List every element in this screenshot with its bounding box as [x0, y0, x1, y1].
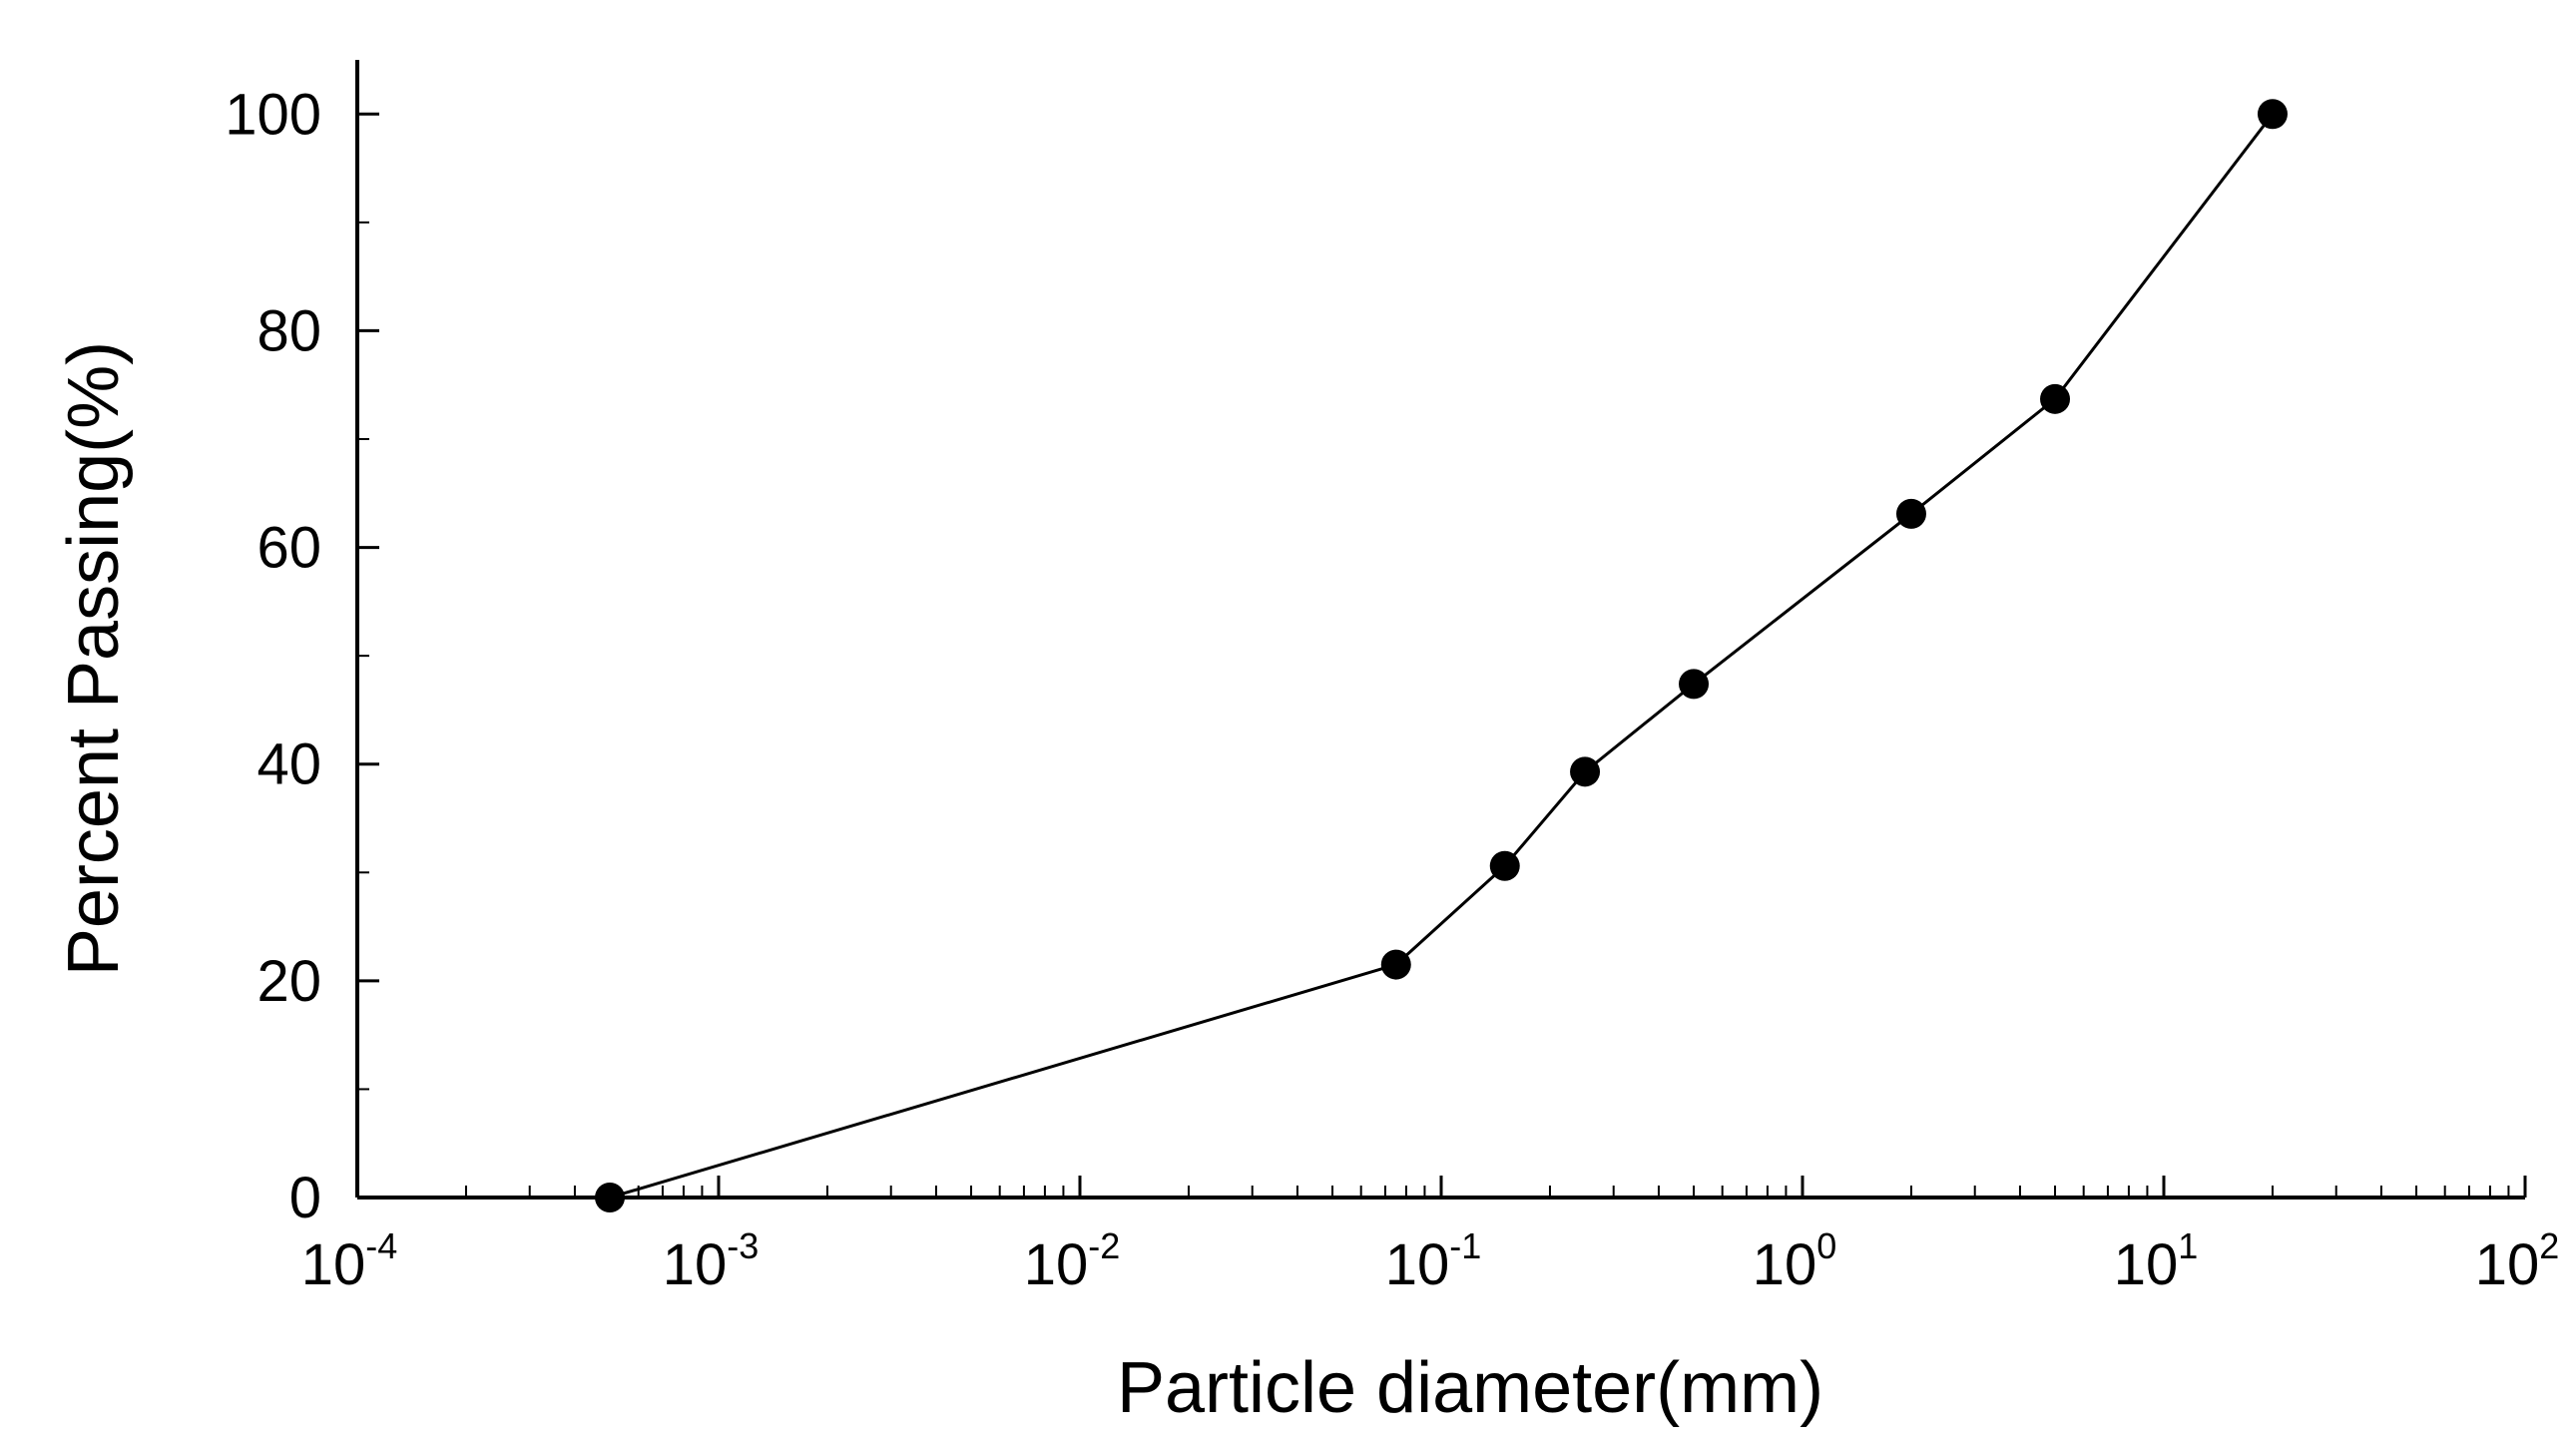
data-point — [1380, 949, 1411, 980]
data-point — [2040, 383, 2071, 414]
tick-labels: 10-4 10-3 10-2 10-1 100 101 102 0 20 40 60 80 100 — [225, 82, 2559, 1297]
data-point — [1895, 498, 1926, 529]
data-point — [1570, 756, 1601, 787]
y-tick-label: 100 — [225, 82, 321, 147]
y-tick-label: 60 — [257, 516, 321, 581]
data-point — [1679, 669, 1710, 700]
x-tick-label: 10-2 — [1024, 1225, 1121, 1297]
data-point — [595, 1183, 626, 1212]
x-tick-label: 102 — [2475, 1225, 2560, 1297]
x-tick-label: 10-4 — [301, 1225, 398, 1297]
y-axis-title: Percent Passing(%) — [54, 341, 134, 976]
series-layer — [595, 99, 2288, 1212]
y-tick-label: 40 — [257, 732, 321, 797]
x-tick-label: 10-1 — [1385, 1225, 1482, 1297]
x-tick-label: 10-3 — [663, 1225, 760, 1297]
series-line — [609, 113, 2275, 1200]
y-tick-label: 0 — [289, 1166, 321, 1230]
data-point — [1489, 850, 1520, 881]
y-tick-label: 80 — [257, 298, 321, 363]
axes — [355, 60, 2525, 1200]
y-tick-label: 20 — [257, 949, 321, 1014]
x-tick-label: 101 — [2114, 1225, 2199, 1297]
ticks — [355, 112, 2527, 1200]
x-tick-label: 100 — [1753, 1225, 1837, 1297]
data-point — [2257, 99, 2288, 130]
x-axis-title: Particle diameter(mm) — [1117, 1348, 1823, 1428]
